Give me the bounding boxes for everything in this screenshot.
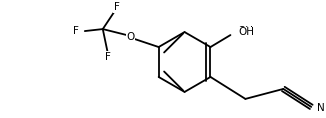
Text: OH: OH — [237, 26, 253, 36]
Text: N: N — [317, 103, 325, 113]
Text: F: F — [114, 2, 120, 12]
Text: O: O — [126, 32, 135, 42]
Text: OH: OH — [238, 27, 254, 37]
Text: F: F — [73, 26, 79, 36]
Text: F: F — [105, 52, 111, 62]
